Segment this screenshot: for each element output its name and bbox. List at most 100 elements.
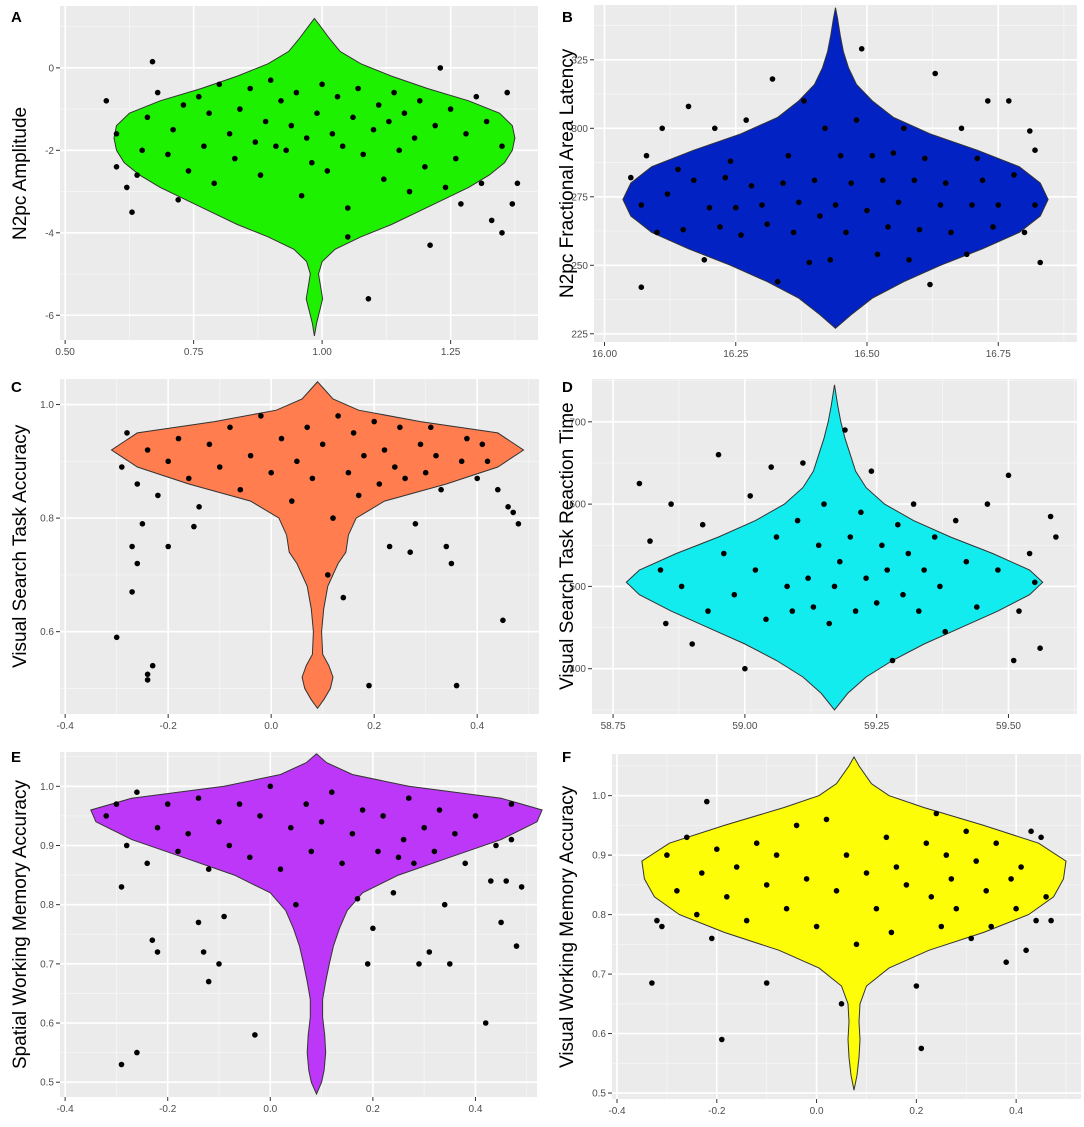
data-point <box>448 560 455 567</box>
data-point <box>309 475 316 482</box>
data-point <box>154 824 161 831</box>
x-tick-label: 0.2 <box>367 721 381 732</box>
data-point <box>910 501 917 507</box>
data-point <box>319 441 326 448</box>
data-point <box>386 118 392 125</box>
data-point <box>488 878 494 884</box>
data-point <box>422 469 429 476</box>
data-point <box>827 257 834 263</box>
y-tick-label: 500 <box>569 582 586 593</box>
data-point <box>721 550 727 557</box>
data-point <box>134 481 141 487</box>
chart-f: -0.4 -0.2 0.0 0.2 0.4 0.5 0.6 0.7 0.8 0.9 1.0 <box>592 754 1081 1117</box>
data-point <box>350 430 357 436</box>
data-point <box>464 435 470 442</box>
data-point <box>205 978 212 985</box>
data-point <box>937 202 944 208</box>
y-tick-label: 600 <box>569 500 586 511</box>
data-point <box>129 589 135 595</box>
data-point <box>731 591 738 598</box>
x-tick-label: 58.75 <box>601 721 626 732</box>
violin-b <box>622 7 1049 329</box>
violin-f <box>641 755 1067 1091</box>
y-tick-label: 275 <box>571 192 588 203</box>
data-point <box>817 213 823 219</box>
data-point <box>747 493 753 499</box>
data-point <box>165 151 171 158</box>
data-point <box>1016 608 1022 614</box>
data-point <box>319 81 325 88</box>
data-point <box>124 430 130 436</box>
data-point <box>803 876 810 882</box>
data-point <box>636 480 643 487</box>
data-point <box>654 917 660 924</box>
data-point <box>113 801 120 807</box>
data-point <box>345 205 351 211</box>
data-point <box>753 840 760 846</box>
data-point <box>805 575 811 581</box>
data-point <box>774 278 781 285</box>
data-point <box>832 202 839 208</box>
data-point <box>973 858 979 864</box>
data-point <box>712 125 718 132</box>
data-point <box>769 76 776 82</box>
data-point <box>510 509 516 516</box>
y-tick-label: 1.0 <box>40 400 54 411</box>
data-point <box>395 854 402 861</box>
data-point <box>267 77 274 83</box>
data-point <box>360 151 367 158</box>
data-point <box>694 911 700 918</box>
data-point <box>995 567 1001 573</box>
data-point <box>426 949 433 955</box>
y-tick-label: 0.5 <box>40 1078 54 1089</box>
data-point <box>674 888 680 894</box>
data-point <box>783 905 790 912</box>
data-point <box>689 641 695 647</box>
data-point <box>800 460 806 466</box>
data-point <box>447 961 453 967</box>
data-point <box>303 135 310 141</box>
data-point <box>843 229 849 236</box>
data-point <box>678 583 685 590</box>
data-point <box>743 117 749 123</box>
data-point <box>743 917 750 924</box>
data-point <box>103 98 110 104</box>
data-point <box>277 866 284 872</box>
data-point <box>154 949 161 955</box>
data-point <box>1033 917 1039 924</box>
data-point <box>942 180 949 186</box>
data-point <box>1053 534 1059 540</box>
data-point <box>995 202 1002 208</box>
x-tick-label: 0.2 <box>909 1106 923 1117</box>
data-point <box>752 567 759 573</box>
data-point <box>1006 98 1012 104</box>
data-point <box>748 183 755 189</box>
data-point <box>649 980 655 986</box>
data-point <box>433 452 439 459</box>
x-tick-label: 16.75 <box>986 349 1011 360</box>
data-point <box>191 523 197 530</box>
data-point <box>733 864 740 870</box>
chart-b: 16.00 16.25 16.50 16.75 225 250 275 300 325 <box>571 5 1077 360</box>
data-point <box>483 118 490 125</box>
data-point <box>789 608 796 614</box>
data-point <box>943 852 950 858</box>
data-point <box>500 617 506 624</box>
data-point <box>206 441 213 448</box>
x-tick-label: -0.2 <box>160 721 178 732</box>
data-point <box>514 180 521 187</box>
data-point <box>984 501 991 507</box>
data-point <box>113 131 120 137</box>
data-point <box>699 870 705 876</box>
data-point <box>364 961 371 967</box>
data-point <box>149 937 156 943</box>
data-point <box>359 807 366 813</box>
data-point <box>963 828 969 835</box>
data-point <box>764 221 770 227</box>
data-point <box>134 789 140 795</box>
y-axis-label-b: N2pc Fractional Area Latency <box>557 48 578 299</box>
data-point <box>773 852 780 858</box>
data-point <box>134 1049 140 1056</box>
data-point <box>406 795 412 801</box>
x-tick-label: 1.00 <box>312 347 332 358</box>
